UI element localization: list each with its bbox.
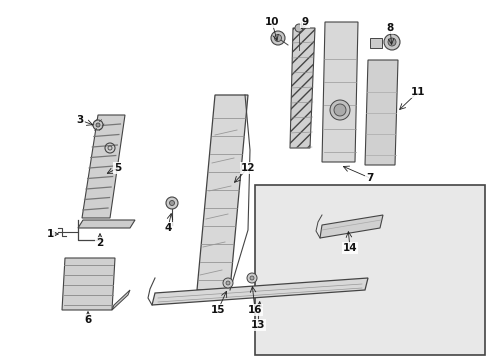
- Text: 11: 11: [410, 87, 425, 97]
- Polygon shape: [197, 95, 247, 290]
- Text: 1: 1: [46, 229, 54, 239]
- Circle shape: [270, 31, 285, 45]
- Circle shape: [93, 120, 103, 130]
- Polygon shape: [364, 60, 397, 165]
- Bar: [254, 185, 484, 355]
- Circle shape: [329, 100, 349, 120]
- Polygon shape: [112, 290, 130, 310]
- Circle shape: [387, 38, 395, 46]
- Text: 16: 16: [247, 305, 262, 315]
- Text: 2: 2: [96, 238, 103, 248]
- Polygon shape: [319, 215, 382, 238]
- Text: 14: 14: [342, 243, 357, 253]
- Circle shape: [383, 34, 399, 50]
- Polygon shape: [152, 278, 367, 305]
- Text: 12: 12: [240, 163, 255, 173]
- Polygon shape: [369, 38, 381, 48]
- Polygon shape: [62, 258, 115, 310]
- Text: 9: 9: [301, 17, 308, 27]
- Polygon shape: [78, 220, 135, 228]
- Text: 8: 8: [386, 23, 393, 33]
- Circle shape: [294, 24, 303, 32]
- Text: 7: 7: [366, 173, 373, 183]
- Text: 4: 4: [164, 223, 171, 233]
- Polygon shape: [82, 115, 125, 218]
- Text: 5: 5: [114, 163, 122, 173]
- Circle shape: [249, 276, 253, 280]
- Circle shape: [96, 123, 100, 127]
- Circle shape: [223, 278, 232, 288]
- Polygon shape: [321, 22, 357, 162]
- Circle shape: [246, 273, 257, 283]
- Circle shape: [108, 146, 112, 150]
- Polygon shape: [289, 28, 314, 148]
- Circle shape: [165, 197, 178, 209]
- Circle shape: [169, 201, 174, 206]
- Circle shape: [225, 281, 229, 285]
- Text: 3: 3: [76, 115, 83, 125]
- Circle shape: [274, 35, 281, 41]
- Text: 10: 10: [264, 17, 279, 27]
- Text: 13: 13: [250, 320, 264, 330]
- Text: 15: 15: [210, 305, 225, 315]
- Text: 6: 6: [84, 315, 91, 325]
- Circle shape: [333, 104, 346, 116]
